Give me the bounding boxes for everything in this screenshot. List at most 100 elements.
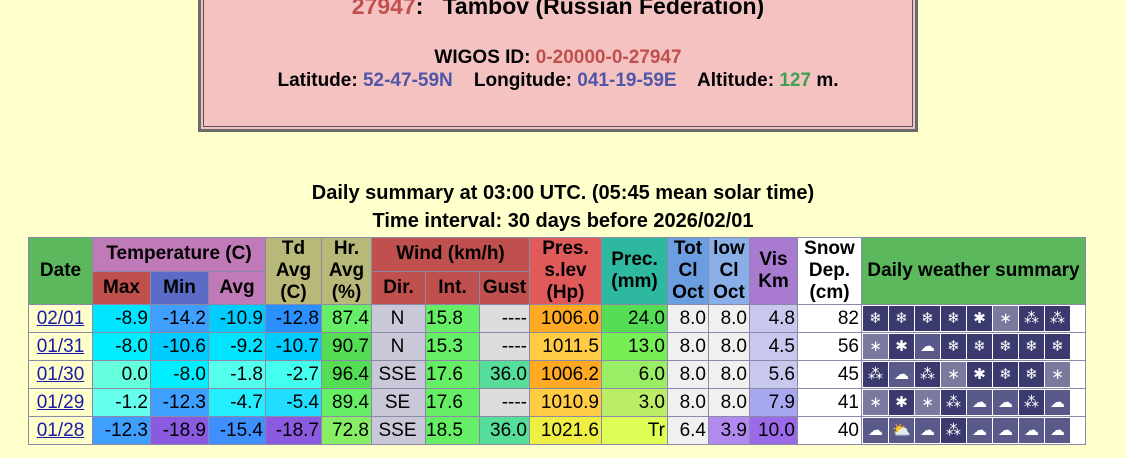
dir-cell: SE — [371, 388, 426, 417]
td-cell: -12.8 — [265, 304, 322, 333]
station-name: Tambov (Russian Federation) — [442, 0, 765, 19]
vis-cell: 4.5 — [749, 332, 798, 361]
weather-icons-cell: ∗ ✱ ☁ ❄ ❄ ❄ ❄ ❄ — [861, 332, 1086, 361]
latitude-label: Latitude: — [277, 70, 358, 91]
min-cell: -10.6 — [150, 332, 209, 361]
station-header: 27947: Tambov (Russian Federation) WIGOS… — [198, 0, 918, 132]
header-pressure: Pres. s.lev (Hp) — [529, 237, 602, 305]
snow-drift-icon: ⁂ — [1019, 306, 1044, 331]
snow-moderate-icon: ✱ — [889, 390, 914, 415]
snow-cell: 45 — [797, 360, 862, 389]
date-link[interactable]: 01/28 — [36, 419, 85, 441]
table-row: 01/30 0.0 -8.0 -1.8 -2.7 96.4 SSE 17.6 36.0 1006.… — [28, 360, 1086, 389]
prec-cell: Tr — [601, 416, 668, 445]
header-low-cloud: low Cl Oct — [708, 237, 750, 305]
interval-caption: Time interval: 30 days before 2026/02/01 — [372, 210, 754, 232]
avg-cell: -9.2 — [208, 332, 266, 361]
max-cell: -12.3 — [92, 416, 151, 445]
weather-icons-cell: ∗ ✱ ∗ ⁂ ☁ ☁ ⁂ ☁ — [861, 388, 1086, 417]
min-cell: -12.3 — [150, 388, 209, 417]
int-cell: 15.8 — [425, 304, 480, 333]
cloud-icon: ☁ — [1045, 418, 1070, 443]
cloud-icon: ☁ — [1045, 390, 1070, 415]
table-row: 01/28 -12.3 -18.9 -15.4 -18.7 72.8 SSE 18.5 36.0… — [28, 416, 1086, 445]
snow-heavy-icon: ❄ — [1019, 362, 1044, 387]
prec-cell: 13.0 — [601, 332, 668, 361]
coords-line: Latitude: 52-47-59N Longitude: 041-19-59… — [201, 70, 915, 92]
snow-heavy-icon: ❄ — [863, 306, 888, 331]
cloud-icon: ☁ — [967, 390, 992, 415]
prec-cell: 6.0 — [601, 360, 668, 389]
daily-summary-table: Date Temperature (C) Td Avg (C) Hr. Avg … — [28, 237, 1086, 445]
date-cell: 01/31 — [28, 332, 93, 361]
pres-cell: 1011.5 — [529, 332, 602, 361]
summary-caption: Daily summary at 03:00 UTC. (05:45 mean … — [311, 182, 815, 204]
snow-heavy-icon: ❄ — [941, 306, 966, 331]
low-cell: 8.0 — [708, 388, 750, 417]
header-precipitation: Prec. (mm) — [601, 237, 668, 305]
header-wind-gust: Gust — [479, 270, 530, 305]
sun-cloud-icon: ⛅ — [889, 418, 914, 443]
wigos-label: WIGOS ID: — [434, 47, 531, 68]
td-cell: -10.7 — [265, 332, 322, 361]
tot-cell: 6.4 — [667, 416, 709, 445]
weather-icons-cell: ⁂ ☁ ⁂ ∗ ✱ ❄ ❄ ∗ — [861, 360, 1086, 389]
snow-drift-icon: ⁂ — [941, 390, 966, 415]
avg-cell: -15.4 — [208, 416, 266, 445]
hr-cell: 96.4 — [321, 360, 372, 389]
header-avg: Avg — [208, 270, 266, 305]
min-cell: -18.9 — [150, 416, 209, 445]
snow-light-icon: ∗ — [1045, 362, 1070, 387]
tot-cell: 8.0 — [667, 388, 709, 417]
header-snow-depth: Snow Dep. (cm) — [797, 237, 862, 305]
cloud-icon: ☁ — [889, 362, 914, 387]
snow-cell: 82 — [797, 304, 862, 333]
tot-cell: 8.0 — [667, 304, 709, 333]
max-cell: 0.0 — [92, 360, 151, 389]
snow-light-icon: ∗ — [863, 390, 888, 415]
hr-cell: 72.8 — [321, 416, 372, 445]
header-wind: Wind (km/h) — [371, 237, 530, 272]
snow-cell: 41 — [797, 388, 862, 417]
date-link[interactable]: 01/29 — [36, 391, 85, 413]
snow-drift-icon: ⁂ — [863, 362, 888, 387]
wigos-line: WIGOS ID: 0-20000-0-27947 — [201, 47, 915, 69]
tot-cell: 8.0 — [667, 332, 709, 361]
int-cell: 17.6 — [425, 360, 480, 389]
date-link[interactable]: 01/31 — [36, 335, 85, 357]
hr-cell: 87.4 — [321, 304, 372, 333]
cloud-icon: ☁ — [863, 418, 888, 443]
snow-cell: 56 — [797, 332, 862, 361]
gust-cell: ---- — [479, 304, 530, 333]
snow-cell: 40 — [797, 416, 862, 445]
date-cell: 01/29 — [28, 388, 93, 417]
low-cell: 8.0 — [708, 332, 750, 361]
station-id: 27947 — [351, 0, 416, 19]
weather-icons-cell: ❄ ❄ ❄ ❄ ✱ ∗ ⁂ ⁂ — [861, 304, 1086, 333]
date-link[interactable]: 02/01 — [36, 307, 85, 329]
avg-cell: -1.8 — [208, 360, 266, 389]
header-daily-weather: Daily weather summary — [861, 237, 1086, 305]
snow-heavy-icon: ❄ — [993, 362, 1018, 387]
snow-moderate-icon: ✱ — [967, 362, 992, 387]
int-cell: 17.6 — [425, 388, 480, 417]
td-cell: -2.7 — [265, 360, 322, 389]
max-cell: -8.9 — [92, 304, 151, 333]
header-wind-dir: Dir. — [371, 270, 426, 305]
min-cell: -8.0 — [150, 360, 209, 389]
header-date: Date — [28, 237, 93, 305]
date-cell: 01/28 — [28, 416, 93, 445]
low-cell: 3.9 — [708, 416, 750, 445]
table-row: 02/01 -8.9 -14.2 -10.9 -12.8 87.4 N 15.8 ---- 100… — [28, 304, 1086, 333]
latitude-value: 52-47-59N — [362, 70, 453, 91]
gust-cell: 36.0 — [479, 360, 530, 389]
date-link[interactable]: 01/30 — [36, 363, 85, 385]
max-cell: -8.0 — [92, 332, 151, 361]
td-cell: -18.7 — [265, 416, 322, 445]
snow-drift-icon: ⁂ — [1019, 390, 1044, 415]
altitude-label: Altitude: — [697, 70, 775, 91]
low-cell: 8.0 — [708, 360, 750, 389]
header-total-cloud: Tot Cl Oct — [667, 237, 709, 305]
dir-cell: N — [371, 332, 426, 361]
table-row: 01/29 -1.2 -12.3 -4.7 -5.4 89.4 SE 17.6 ---- 1010… — [28, 388, 1086, 417]
